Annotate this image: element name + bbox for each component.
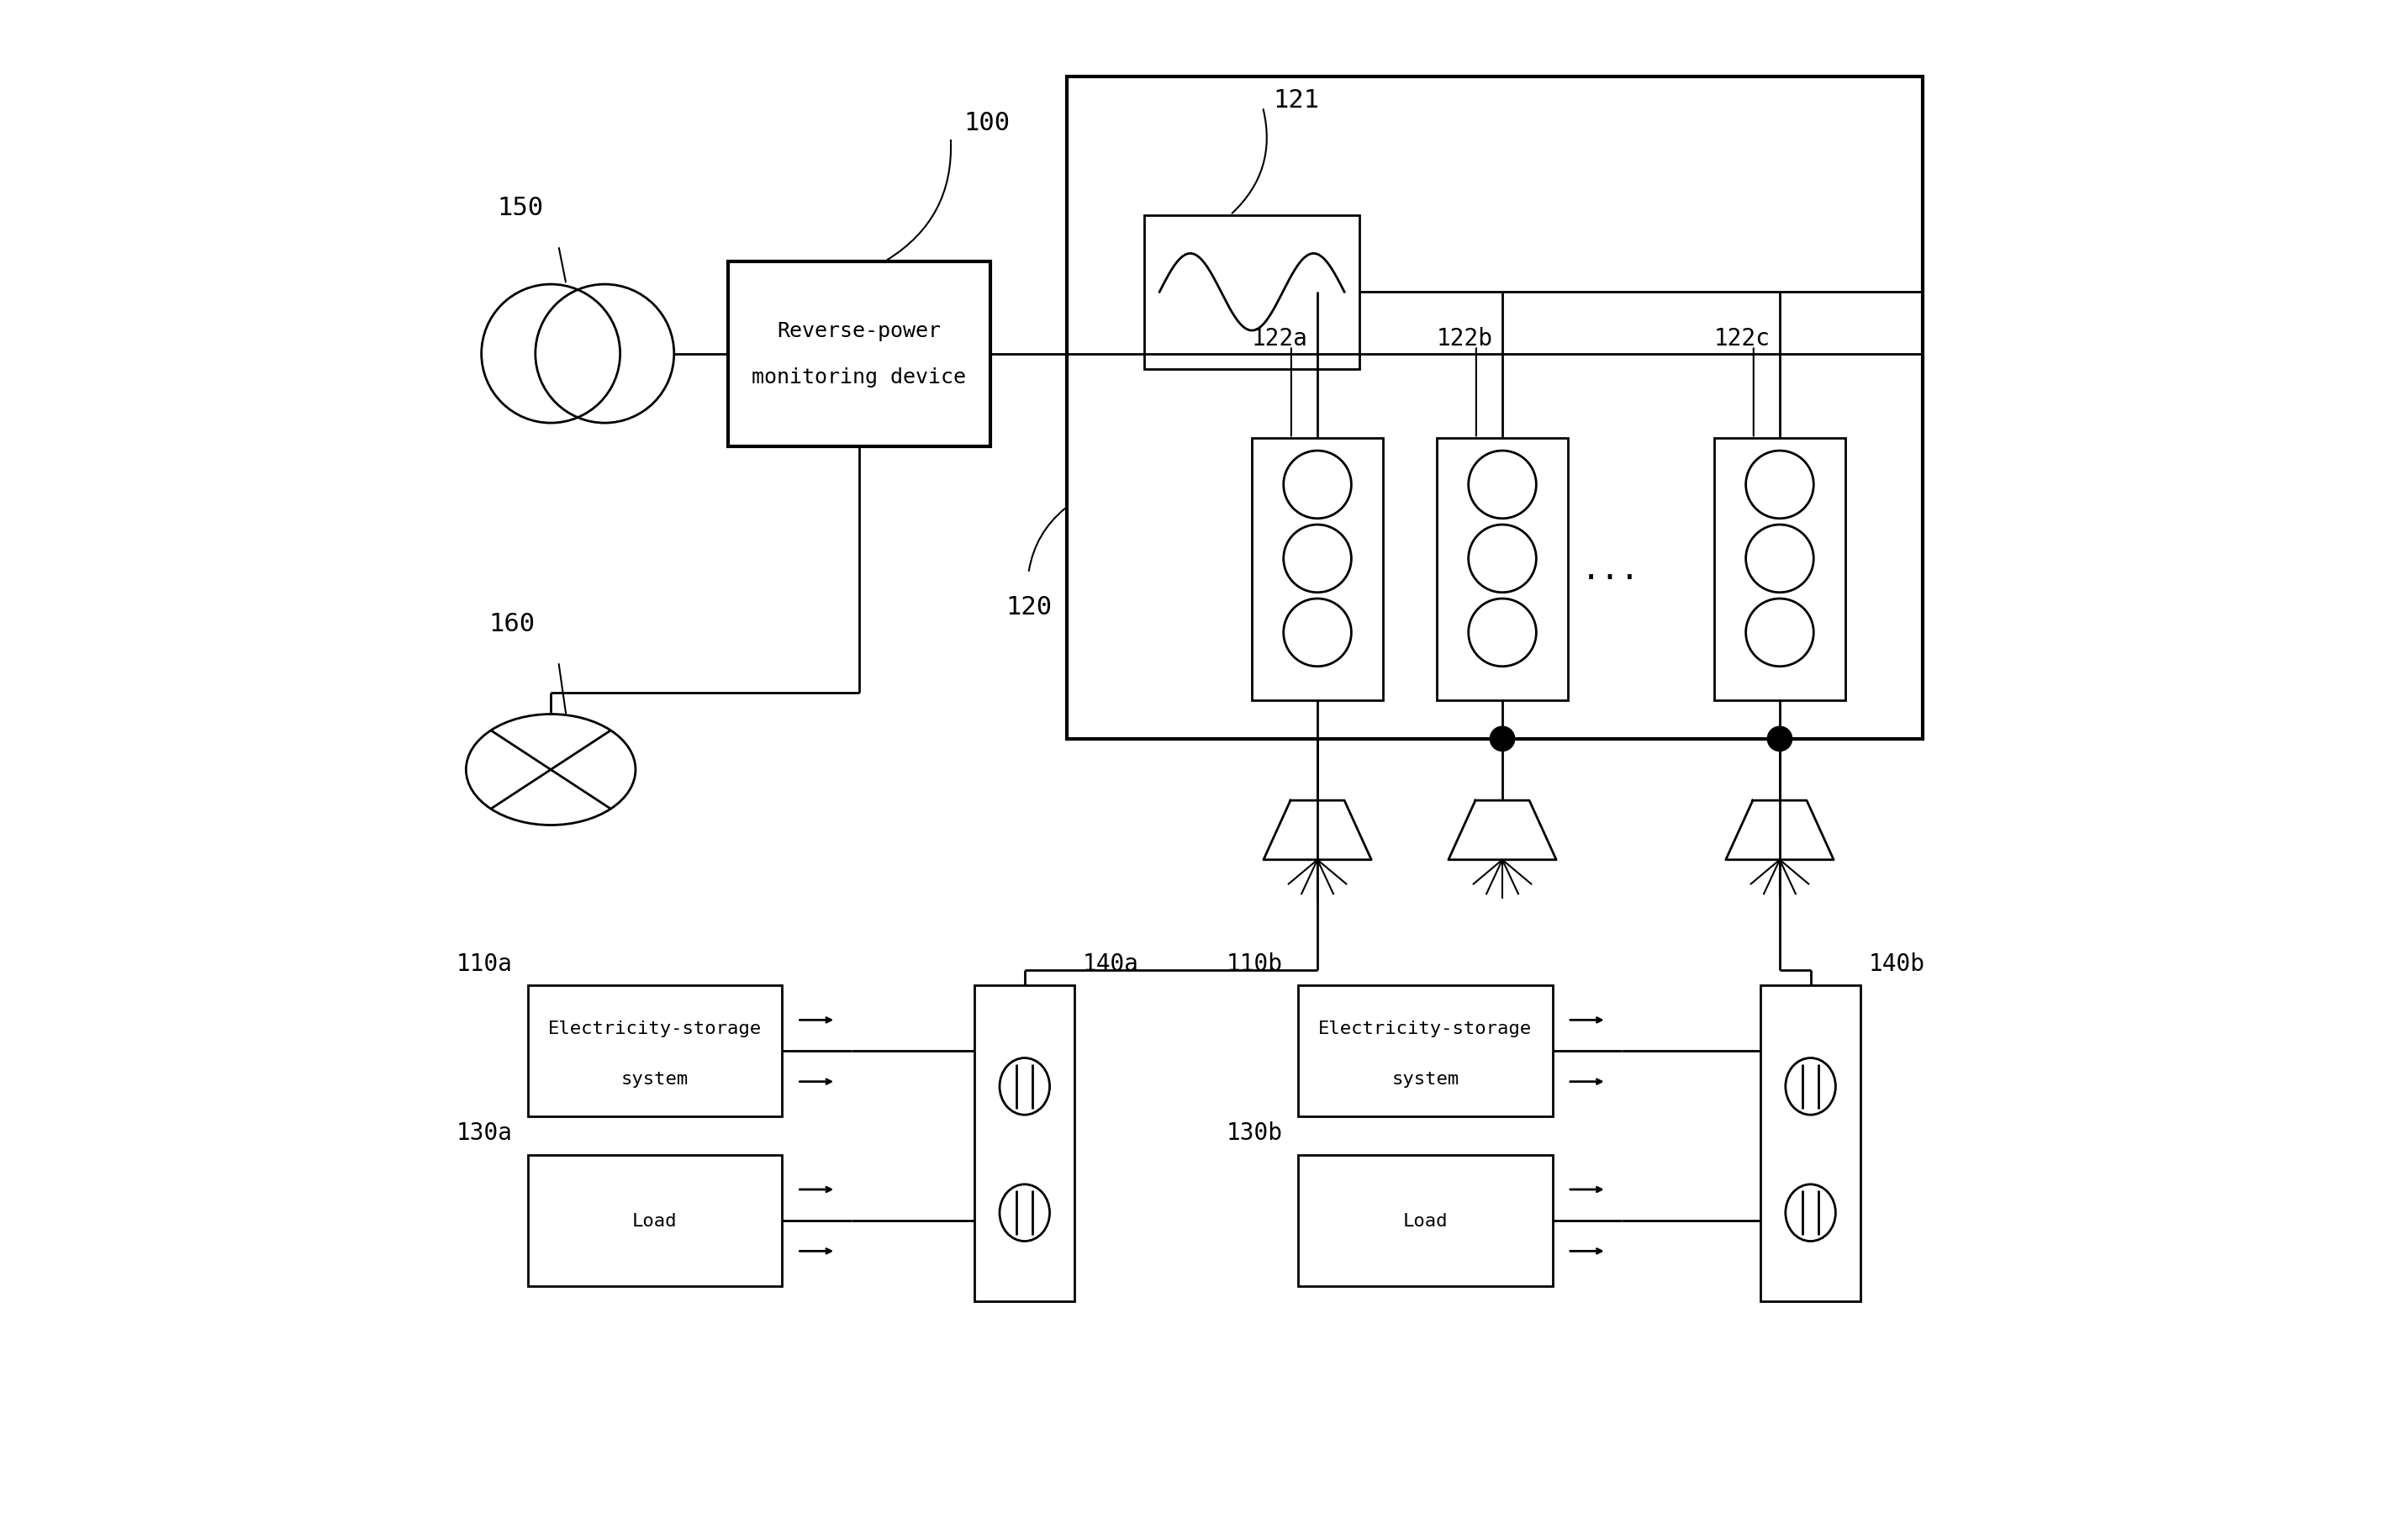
Bar <box>1253 439 1382 701</box>
Text: system: system <box>1392 1070 1459 1087</box>
Circle shape <box>1490 727 1514 752</box>
Text: 140b: 140b <box>1869 952 1924 975</box>
Bar <box>1143 216 1361 370</box>
Text: 122b: 122b <box>1438 326 1493 351</box>
Bar <box>1438 439 1567 701</box>
Text: 130b: 130b <box>1227 1121 1282 1144</box>
Text: Reverse-power: Reverse-power <box>776 320 942 342</box>
Text: 140a: 140a <box>1083 952 1138 975</box>
Bar <box>975 986 1076 1301</box>
Text: system: system <box>621 1070 688 1087</box>
Text: Electricity-storage: Electricity-storage <box>1318 1019 1531 1036</box>
Text: 110a: 110a <box>455 952 513 975</box>
Text: 160: 160 <box>489 611 534 636</box>
Bar <box>1713 439 1845 701</box>
Text: 100: 100 <box>963 111 1011 136</box>
Bar <box>1761 986 1862 1301</box>
Text: 120: 120 <box>1006 594 1052 619</box>
Text: monitoring device: monitoring device <box>752 367 966 388</box>
Bar <box>527 986 781 1116</box>
Bar <box>728 262 990 447</box>
Text: 122c: 122c <box>1713 326 1771 351</box>
Circle shape <box>1768 727 1792 752</box>
Text: Load: Load <box>1402 1212 1447 1229</box>
Bar <box>1299 986 1553 1116</box>
Text: Load: Load <box>633 1212 678 1229</box>
Bar <box>1066 77 1922 739</box>
Text: 121: 121 <box>1275 88 1320 112</box>
Text: 130a: 130a <box>455 1121 513 1144</box>
Text: Electricity-storage: Electricity-storage <box>549 1019 762 1036</box>
Text: 150: 150 <box>496 196 544 220</box>
Text: 122a: 122a <box>1253 326 1308 351</box>
Bar <box>1299 1155 1553 1286</box>
Text: ...: ... <box>1581 554 1641 585</box>
Bar <box>527 1155 781 1286</box>
Text: 110b: 110b <box>1227 952 1282 975</box>
